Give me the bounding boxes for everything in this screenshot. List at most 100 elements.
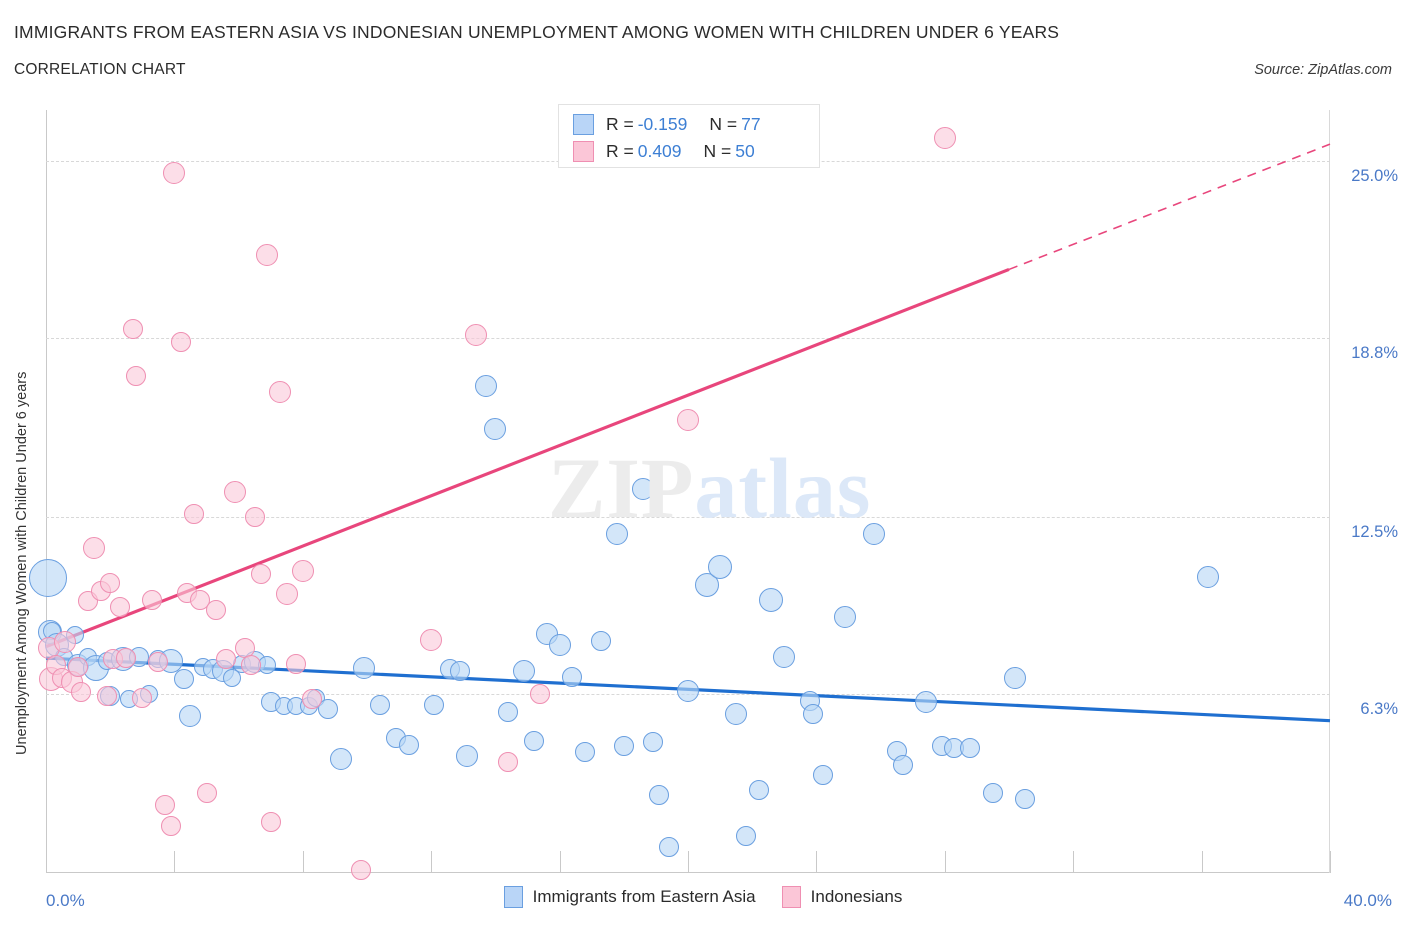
scatter-point-blue[interactable] <box>450 660 471 681</box>
scatter-point-blue[interactable] <box>352 657 375 679</box>
scatter-point-blue[interactable] <box>223 668 242 687</box>
scatter-point-pink[interactable] <box>465 323 488 346</box>
scatter-point-pink[interactable] <box>224 480 247 503</box>
scatter-point-pink[interactable] <box>148 652 169 673</box>
scatter-point-pink[interactable] <box>161 816 182 837</box>
scatter-point-blue[interactable] <box>174 669 195 690</box>
scatter-point-blue[interactable] <box>960 737 981 758</box>
scatter-point-pink[interactable] <box>498 751 519 772</box>
scatter-point-blue[interactable] <box>632 477 655 500</box>
scatter-point-blue[interactable] <box>773 645 796 668</box>
y-axis-line <box>46 110 47 873</box>
scatter-point-pink[interactable] <box>100 572 121 593</box>
scatter-point-pink[interactable] <box>83 537 106 560</box>
x-axis-tick <box>302 851 304 873</box>
scatter-point-blue[interactable] <box>1004 666 1027 689</box>
scatter-point-pink[interactable] <box>206 599 227 620</box>
stats-r-label-blue: R = <box>606 113 634 134</box>
scatter-point-pink[interactable] <box>530 683 551 704</box>
scatter-point-blue[interactable] <box>677 679 699 702</box>
scatter-point-blue[interactable] <box>863 523 886 546</box>
scatter-point-pink[interactable] <box>260 811 281 832</box>
scatter-point-blue[interactable] <box>725 702 748 725</box>
scatter-point-pink[interactable] <box>183 504 204 525</box>
scatter-point-pink[interactable] <box>269 380 292 403</box>
scatter-point-blue[interactable] <box>893 754 914 775</box>
scatter-point-blue[interactable] <box>455 745 478 768</box>
scatter-point-blue[interactable] <box>759 587 784 612</box>
scatter-point-pink[interactable] <box>122 319 143 340</box>
x-axis-tick <box>1330 851 1331 873</box>
scatter-point-pink[interactable] <box>141 589 162 610</box>
scatter-point-pink[interactable] <box>68 656 89 677</box>
scatter-point-pink[interactable] <box>677 409 699 432</box>
scatter-point-pink[interactable] <box>116 648 137 669</box>
scatter-point-pink[interactable] <box>125 366 146 387</box>
stats-r-value-blue: -0.159 <box>637 113 688 134</box>
scatter-point-blue[interactable] <box>708 554 733 579</box>
scatter-point-pink[interactable] <box>96 686 117 707</box>
x-axis-min-label: 0.0% <box>46 891 85 910</box>
scatter-point-blue[interactable] <box>575 742 596 762</box>
legend-item-immigrants[interactable]: Immigrants from Eastern Asia <box>503 886 756 908</box>
scatter-point-blue[interactable] <box>484 417 507 440</box>
scatter-point-blue[interactable] <box>562 666 583 687</box>
scatter-point-pink[interactable] <box>933 127 956 150</box>
scatter-point-blue[interactable] <box>649 784 670 805</box>
scatter-point-pink[interactable] <box>350 860 371 881</box>
scatter-point-blue[interactable] <box>179 705 202 728</box>
scatter-point-pink[interactable] <box>154 794 175 815</box>
x-axis-max-label: 40.0% <box>1343 891 1392 910</box>
scatter-point-blue[interactable] <box>318 699 339 720</box>
scatter-point-pink[interactable] <box>190 589 211 610</box>
scatter-point-pink[interactable] <box>275 582 298 605</box>
scatter-point-pink[interactable] <box>420 628 443 651</box>
scatter-point-blue[interactable] <box>369 695 390 716</box>
scatter-point-pink[interactable] <box>54 631 77 654</box>
scatter-point-blue[interactable] <box>424 695 445 716</box>
scatter-point-pink[interactable] <box>109 596 130 617</box>
y-axis-tick-label: 18.8% <box>1351 343 1398 362</box>
scatter-point-blue[interactable] <box>735 825 756 846</box>
scatter-point-blue[interactable] <box>330 748 353 771</box>
scatter-point-blue[interactable] <box>748 780 769 801</box>
scatter-point-pink[interactable] <box>215 649 236 670</box>
scatter-point-blue[interactable] <box>398 734 419 755</box>
scatter-point-blue[interactable] <box>606 523 629 546</box>
stats-swatch-blue-icon <box>573 113 594 135</box>
scatter-point-blue[interactable] <box>613 736 634 757</box>
scatter-point-blue[interactable] <box>498 702 519 723</box>
legend-swatch-blue-icon <box>503 886 523 908</box>
scatter-point-pink[interactable] <box>286 653 307 674</box>
scatter-point-blue[interactable] <box>513 659 536 682</box>
scatter-point-blue[interactable] <box>474 375 497 398</box>
scatter-point-pink[interactable] <box>251 564 272 585</box>
scatter-point-pink[interactable] <box>71 682 92 703</box>
scatter-point-pink[interactable] <box>163 161 186 184</box>
scatter-point-blue[interactable] <box>523 730 544 751</box>
scatter-point-blue[interactable] <box>1197 565 1220 588</box>
x-axis-tick <box>431 851 433 873</box>
scatter-point-pink[interactable] <box>302 689 323 710</box>
scatter-point-pink[interactable] <box>132 687 153 708</box>
scatter-point-pink[interactable] <box>170 332 191 353</box>
scatter-point-pink[interactable] <box>256 244 279 267</box>
scatter-point-blue[interactable] <box>803 703 824 724</box>
legend-item-indonesians[interactable]: Indonesians <box>781 886 902 908</box>
scatter-point-blue[interactable] <box>548 634 571 657</box>
y-axis-tick-label: 6.3% <box>1360 699 1398 718</box>
scatter-point-blue[interactable] <box>591 630 612 651</box>
scatter-point-pink[interactable] <box>291 560 314 583</box>
scatter-point-blue[interactable] <box>1015 788 1036 809</box>
scatter-point-blue[interactable] <box>812 764 833 785</box>
scatter-point-blue[interactable] <box>914 691 937 714</box>
scatter-point-pink[interactable] <box>196 783 217 804</box>
x-axis-tick <box>944 851 946 873</box>
scatter-point-blue[interactable] <box>982 783 1003 804</box>
scatter-point-pink[interactable] <box>241 655 262 676</box>
scatter-point-blue[interactable] <box>28 559 67 598</box>
scatter-point-blue[interactable] <box>834 605 857 628</box>
scatter-point-blue[interactable] <box>642 732 663 753</box>
scatter-point-pink[interactable] <box>244 507 265 528</box>
scatter-point-blue[interactable] <box>658 837 679 858</box>
